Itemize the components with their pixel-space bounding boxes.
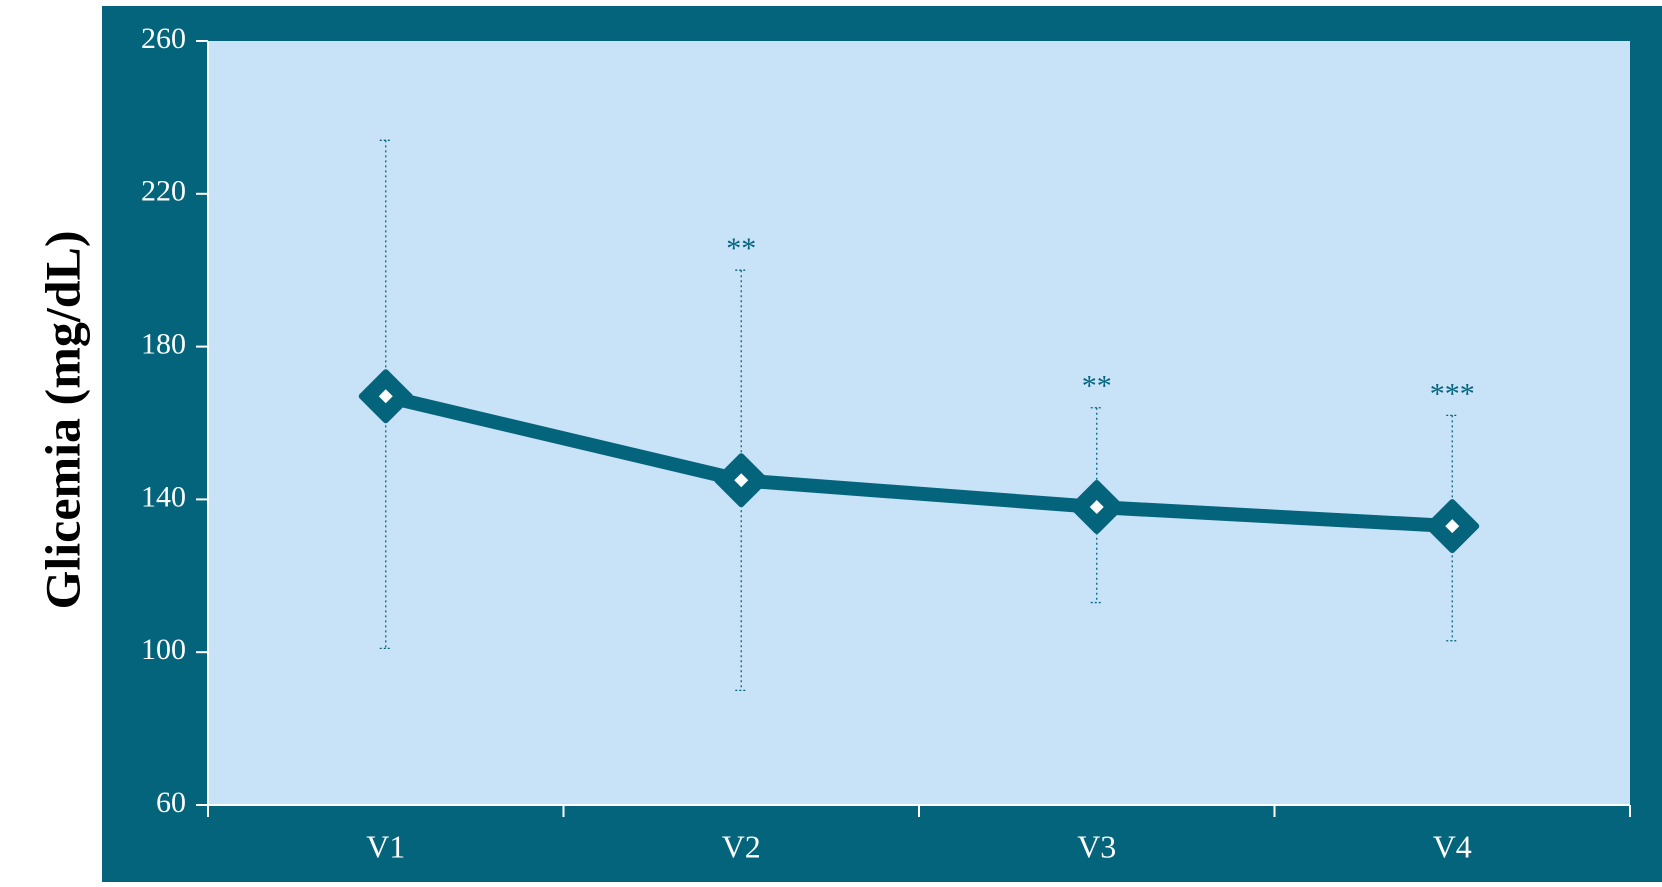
x-tick-label: V1 bbox=[366, 828, 405, 864]
y-axis-title: Glicemia (mg/dL) bbox=[34, 230, 90, 609]
annotations: **** *** bbox=[726, 232, 1475, 410]
series-layer bbox=[358, 369, 1480, 554]
y-tick-label: 100 bbox=[141, 633, 186, 666]
significance-label: ** bbox=[1082, 370, 1112, 403]
y-tick-label: 220 bbox=[141, 175, 186, 208]
data-point-center bbox=[1089, 500, 1104, 515]
series-line bbox=[378, 389, 1460, 534]
significance-label: *** bbox=[1430, 377, 1475, 410]
x-tick-label: V2 bbox=[722, 828, 761, 864]
y-tick-label: 180 bbox=[141, 327, 186, 360]
data-point-center bbox=[734, 473, 749, 488]
plot-area bbox=[208, 41, 1630, 805]
x-tick-label: V3 bbox=[1077, 828, 1116, 864]
y-tick-label: 140 bbox=[141, 480, 186, 513]
y-tick-label: 260 bbox=[141, 22, 186, 55]
y-tick-label: 60 bbox=[156, 786, 186, 819]
data-point-center bbox=[378, 389, 393, 404]
data-point-center bbox=[1445, 519, 1460, 534]
axes: 60 100 140 180 220 260 V1 V2 V3 V4 bbox=[141, 22, 1631, 864]
significance-label: ** bbox=[726, 232, 756, 265]
x-tick-label: V4 bbox=[1433, 828, 1472, 864]
